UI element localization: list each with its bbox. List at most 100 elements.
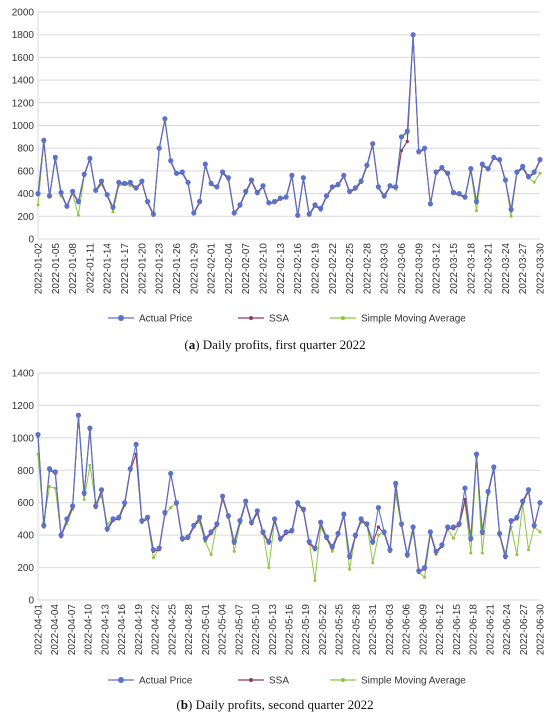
point-b-0-71 — [445, 524, 451, 530]
series-a — [35, 32, 543, 218]
point-a-0-56 — [358, 178, 364, 184]
series-line-b-0 — [37, 415, 541, 572]
point-b-0-65 — [410, 524, 416, 530]
series-b — [35, 412, 543, 582]
point-b-2-30 — [209, 553, 213, 557]
xtick-label-b-4: 2022-04-13 — [100, 604, 111, 656]
point-a-0-76 — [473, 198, 480, 205]
point-a-0-86 — [531, 169, 537, 175]
point-a-0-3 — [52, 154, 58, 160]
xtick-label-b-3: 2022-04-10 — [84, 604, 95, 656]
point-b-0-53 — [341, 511, 347, 517]
point-a-0-29 — [202, 161, 208, 167]
point-b-0-5 — [64, 516, 70, 522]
point-b-0-72 — [450, 524, 456, 530]
point-b-0-14 — [116, 514, 122, 520]
xtick-label-b-27: 2022-06-21 — [485, 604, 496, 656]
point-a-0-4 — [58, 189, 64, 196]
point-b-2-87 — [538, 530, 542, 534]
point-b-0-23 — [168, 470, 174, 477]
point-a-0-61 — [387, 183, 393, 189]
xtick-label-a-2: 2022-01-08 — [68, 243, 79, 295]
point-a-0-48 — [312, 202, 318, 208]
ytick-label-a-10: 2000 — [12, 8, 35, 19]
xtick-label-a-3: 2022-01-11 — [85, 243, 96, 294]
legend-label-a-1: SSA — [269, 314, 289, 325]
point-a-0-41 — [272, 198, 278, 205]
point-b-0-31 — [214, 521, 220, 527]
xtick-label-b-8: 2022-04-25 — [167, 604, 178, 656]
point-a-0-36 — [243, 188, 249, 194]
grid-a — [37, 11, 540, 240]
xtick-label-b-28: 2022-06-24 — [502, 604, 513, 656]
point-a-0-42 — [277, 195, 283, 201]
point-b-0-84 — [520, 498, 526, 504]
xtick-label-a-6: 2022-01-20 — [137, 243, 148, 295]
xtick-label-b-24: 2022-06-12 — [435, 604, 446, 656]
xtick-label-a-12: 2022-02-07 — [241, 243, 252, 295]
point-b-0-62 — [393, 480, 399, 486]
caption-b-letter: b — [180, 697, 188, 712]
xtick-label-b-18: 2022-05-25 — [335, 604, 346, 656]
point-b-0-13 — [110, 516, 116, 522]
point-a-0-53 — [341, 172, 347, 178]
point-b-0-47 — [306, 539, 312, 545]
point-a-0-7 — [75, 198, 81, 205]
point-b-0-32 — [220, 493, 226, 499]
xtick-label-b-22: 2022-06-06 — [402, 604, 413, 656]
xtick-label-a-25: 2022-03-18 — [466, 243, 477, 295]
point-a-0-10 — [93, 187, 99, 193]
xtick-label-a-24: 2022-03-15 — [449, 243, 460, 295]
xtick-label-b-1: 2022-04-04 — [50, 604, 61, 656]
point-a-0-77 — [479, 161, 485, 167]
point-b-0-40 — [266, 539, 272, 545]
point-a-2-86 — [532, 180, 536, 184]
point-b-0-77 — [479, 529, 485, 535]
point-a-0-43 — [283, 194, 289, 200]
point-b-2-75 — [469, 551, 473, 555]
point-a-0-68 — [427, 201, 433, 207]
caption-a-letter: a — [188, 337, 196, 352]
ytick-label-a-1: 200 — [17, 212, 34, 223]
ytick-label-a-2: 400 — [17, 189, 34, 200]
point-b-0-25 — [179, 535, 185, 541]
xticks-a: 2022-01-02 2022-01-05 2022-01-08 2022-01-11… — [34, 243, 547, 295]
point-b-2-2 — [48, 485, 51, 488]
point-b-0-39 — [260, 529, 266, 535]
ytick-label-a-3: 600 — [17, 166, 34, 177]
xtick-label-b-30: 2022-06-30 — [536, 604, 547, 656]
caption-b-text: Daily profits, second quarter 2022 — [192, 697, 374, 712]
point-b-0-81 — [502, 553, 508, 559]
legend-marker-b-1 — [249, 678, 253, 682]
legend-label-a-2: Simple Moving Average — [361, 314, 466, 325]
point-b-0-18 — [139, 518, 145, 524]
point-a-2-87 — [538, 171, 542, 175]
point-b-0-38 — [254, 508, 260, 514]
point-b-0-6 — [70, 503, 76, 509]
xtick-label-a-16: 2022-02-19 — [310, 243, 321, 295]
yticks-b: 0 200 400 600 800 1000 1200 1400 — [12, 369, 35, 607]
point-a-0-74 — [462, 194, 468, 200]
point-a-0-60 — [381, 193, 387, 199]
point-a-0-17 — [133, 185, 139, 191]
point-b-0-24 — [173, 500, 180, 506]
point-b-0-37 — [248, 519, 255, 525]
point-b-0-33 — [225, 513, 231, 519]
point-b-0-9 — [87, 425, 93, 431]
point-a-0-62 — [393, 184, 399, 190]
point-b-0-10 — [93, 503, 99, 509]
xtick-label-a-23: 2022-03-12 — [432, 243, 443, 295]
point-a-0-57 — [364, 162, 370, 168]
point-b-0-34 — [231, 539, 237, 545]
legend-label-a-0: Actual Price — [139, 314, 193, 325]
point-a-2-76 — [475, 209, 478, 213]
point-b-0-8 — [81, 490, 87, 496]
point-a-0-87 — [537, 157, 543, 163]
point-b-0-1 — [41, 522, 47, 528]
point-b-0-58 — [370, 539, 376, 545]
point-b-0-50 — [323, 534, 330, 540]
point-b-0-42 — [277, 535, 283, 541]
point-b-0-15 — [122, 500, 128, 506]
ytick-label-a-4: 800 — [17, 144, 34, 155]
point-b-2-23 — [169, 506, 173, 510]
